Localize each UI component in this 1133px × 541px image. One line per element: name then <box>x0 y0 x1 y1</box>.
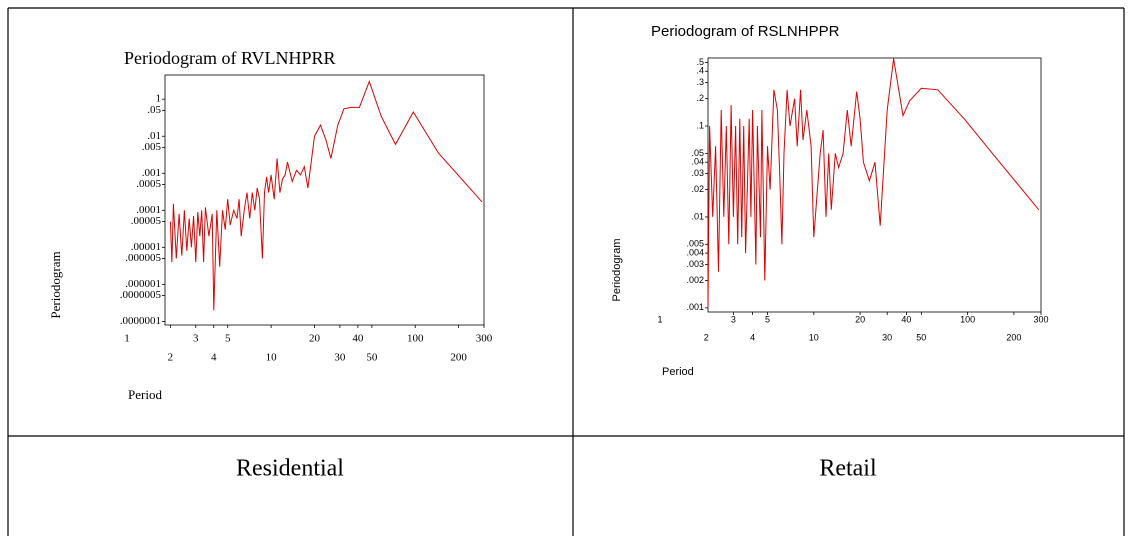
y-tick-label: .001 <box>142 167 161 179</box>
chart-title: Periodogram of RVLNHPRR <box>124 48 336 68</box>
x-tick-label: 200 <box>450 352 467 364</box>
x-tick-label: 1 <box>124 333 130 345</box>
y-tick-label: .005 <box>142 141 162 153</box>
y-axis-label: Periodogram <box>48 251 63 318</box>
y-tick-label: .03 <box>691 168 704 178</box>
y-tick-label: .000005 <box>125 252 161 264</box>
x-tick-label: 50 <box>366 352 378 364</box>
x-tick-label: 30 <box>334 352 346 364</box>
y-tick-label: .0000005 <box>120 289 162 301</box>
y-tick-label: .0001 <box>136 204 161 216</box>
y-tick-label: .003 <box>686 259 704 269</box>
x-tick-label: 4 <box>750 332 755 342</box>
x-tick-label: 2 <box>168 352 174 364</box>
x-tick-label: 50 <box>916 332 926 342</box>
y-tick-label: .0000001 <box>120 315 161 327</box>
x-tick-label: 5 <box>225 333 231 345</box>
x-tick-label: 2 <box>704 332 709 342</box>
x-axis-label: Period <box>662 366 694 378</box>
y-tick-label: .005 <box>686 239 704 249</box>
line-series <box>707 58 1040 308</box>
plot-frame <box>707 57 1042 313</box>
x-tick-label: 30 <box>882 332 892 342</box>
y-tick-label: .00005 <box>131 215 162 227</box>
y-tick-label: .5 <box>696 57 704 67</box>
chart-title: Periodogram of RSLNHPPR <box>651 23 840 40</box>
plot-frame <box>164 74 485 326</box>
y-tick-label: .02 <box>691 184 704 194</box>
x-tick-label: 3 <box>731 314 736 324</box>
y-tick-label: .004 <box>686 247 704 257</box>
y-tick-label: .0005 <box>136 178 161 190</box>
caption: Residential <box>236 456 344 482</box>
y-tick-label: .3 <box>696 77 704 87</box>
y-tick-label: .05 <box>147 104 161 116</box>
x-tick-label: 1 <box>657 314 662 324</box>
x-tick-label: 300 <box>476 333 493 345</box>
y-tick-label: .001 <box>686 302 704 312</box>
caption: Retail <box>819 456 877 482</box>
y-tick-label: .1 <box>696 120 704 130</box>
y-tick-label: .01 <box>691 211 704 221</box>
x-tick-label: 3 <box>193 333 199 345</box>
y-tick-label: .000001 <box>125 278 161 290</box>
y-tick-label: .2 <box>696 93 704 103</box>
line-series <box>169 80 483 311</box>
y-tick-label: .04 <box>691 157 704 167</box>
y-tick-label: .01 <box>147 130 161 142</box>
x-axis-label: Period <box>128 387 162 402</box>
y-tick-label: .00001 <box>131 241 161 253</box>
y-tick-label: 1 <box>156 93 162 105</box>
y-axis-label: Periodogram <box>611 239 623 302</box>
x-tick-label: 20 <box>309 333 321 345</box>
x-tick-label: 100 <box>960 314 975 324</box>
y-tick-label: .4 <box>696 66 704 76</box>
x-tick-label: 20 <box>855 314 865 324</box>
x-tick-label: 4 <box>211 352 217 364</box>
y-tick-label: .002 <box>686 275 704 285</box>
x-tick-label: 300 <box>1033 314 1048 324</box>
x-tick-label: 10 <box>266 352 278 364</box>
x-tick-label: 100 <box>407 333 424 345</box>
x-tick-label: 200 <box>1006 332 1021 342</box>
table-grid <box>7 7 1125 536</box>
x-tick-label: 40 <box>901 314 911 324</box>
x-tick-label: 5 <box>765 314 770 324</box>
x-tick-label: 10 <box>809 332 819 342</box>
x-tick-label: 40 <box>352 333 364 345</box>
y-tick-label: .05 <box>691 148 704 158</box>
